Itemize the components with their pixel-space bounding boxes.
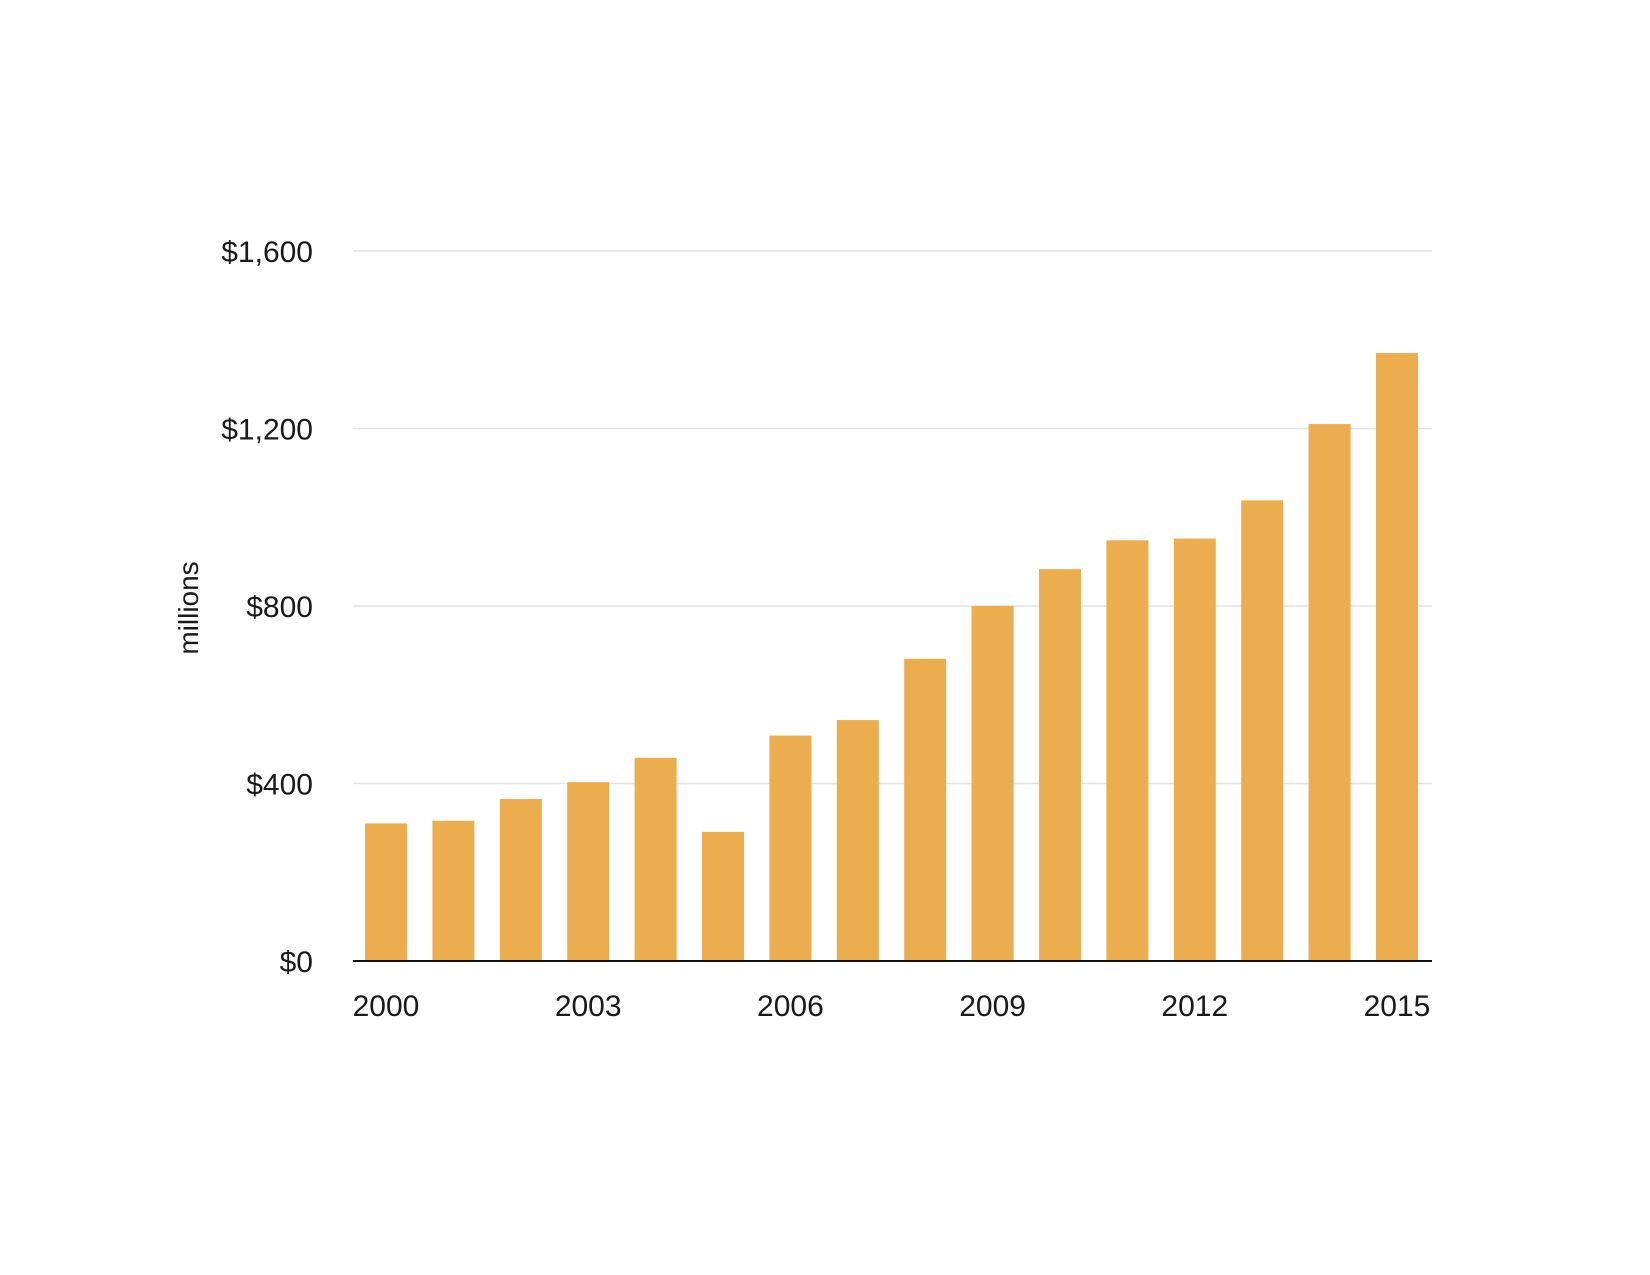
x-tick-label: 2009 (959, 990, 1026, 1023)
y-tick-label: $400 (246, 769, 313, 802)
y-tick-label: $0 (280, 946, 313, 979)
y-axis-label: millions (173, 561, 204, 654)
bar-2008 (904, 658, 947, 961)
bar-2002 (499, 799, 542, 961)
bar-2001 (432, 820, 475, 961)
bar-2011 (1106, 540, 1149, 961)
bar-2000 (365, 823, 407, 961)
bar-2012 (1173, 538, 1216, 961)
bars (365, 353, 1418, 961)
x-tick-label: 2003 (555, 990, 622, 1023)
x-tick-label: 2012 (1161, 990, 1228, 1023)
y-tick-label: $1,600 (221, 236, 313, 269)
bar-2015 (1376, 353, 1418, 961)
bar-2003 (567, 782, 610, 961)
x-tick-label: 2006 (757, 990, 824, 1023)
y-tick-label: $800 (246, 591, 313, 624)
y-axis-ticks: $0 $400 $800 $1,200 $1,600 (221, 236, 313, 979)
bar-2007 (836, 720, 879, 961)
x-axis-ticks: 2000 2003 2006 2009 2012 2015 (353, 990, 1431, 1023)
x-tick-label: 2000 (353, 990, 420, 1023)
bar-2009 (971, 606, 1014, 961)
bar-2010 (1039, 569, 1081, 961)
bar-2013 (1241, 500, 1284, 961)
y-tick-label: $1,200 (221, 414, 313, 447)
x-tick-label: 2015 (1364, 990, 1431, 1023)
bar-2004 (634, 757, 677, 961)
bar-2014 (1308, 424, 1351, 961)
bar-2005 (702, 831, 744, 961)
bar-2006 (769, 735, 812, 961)
